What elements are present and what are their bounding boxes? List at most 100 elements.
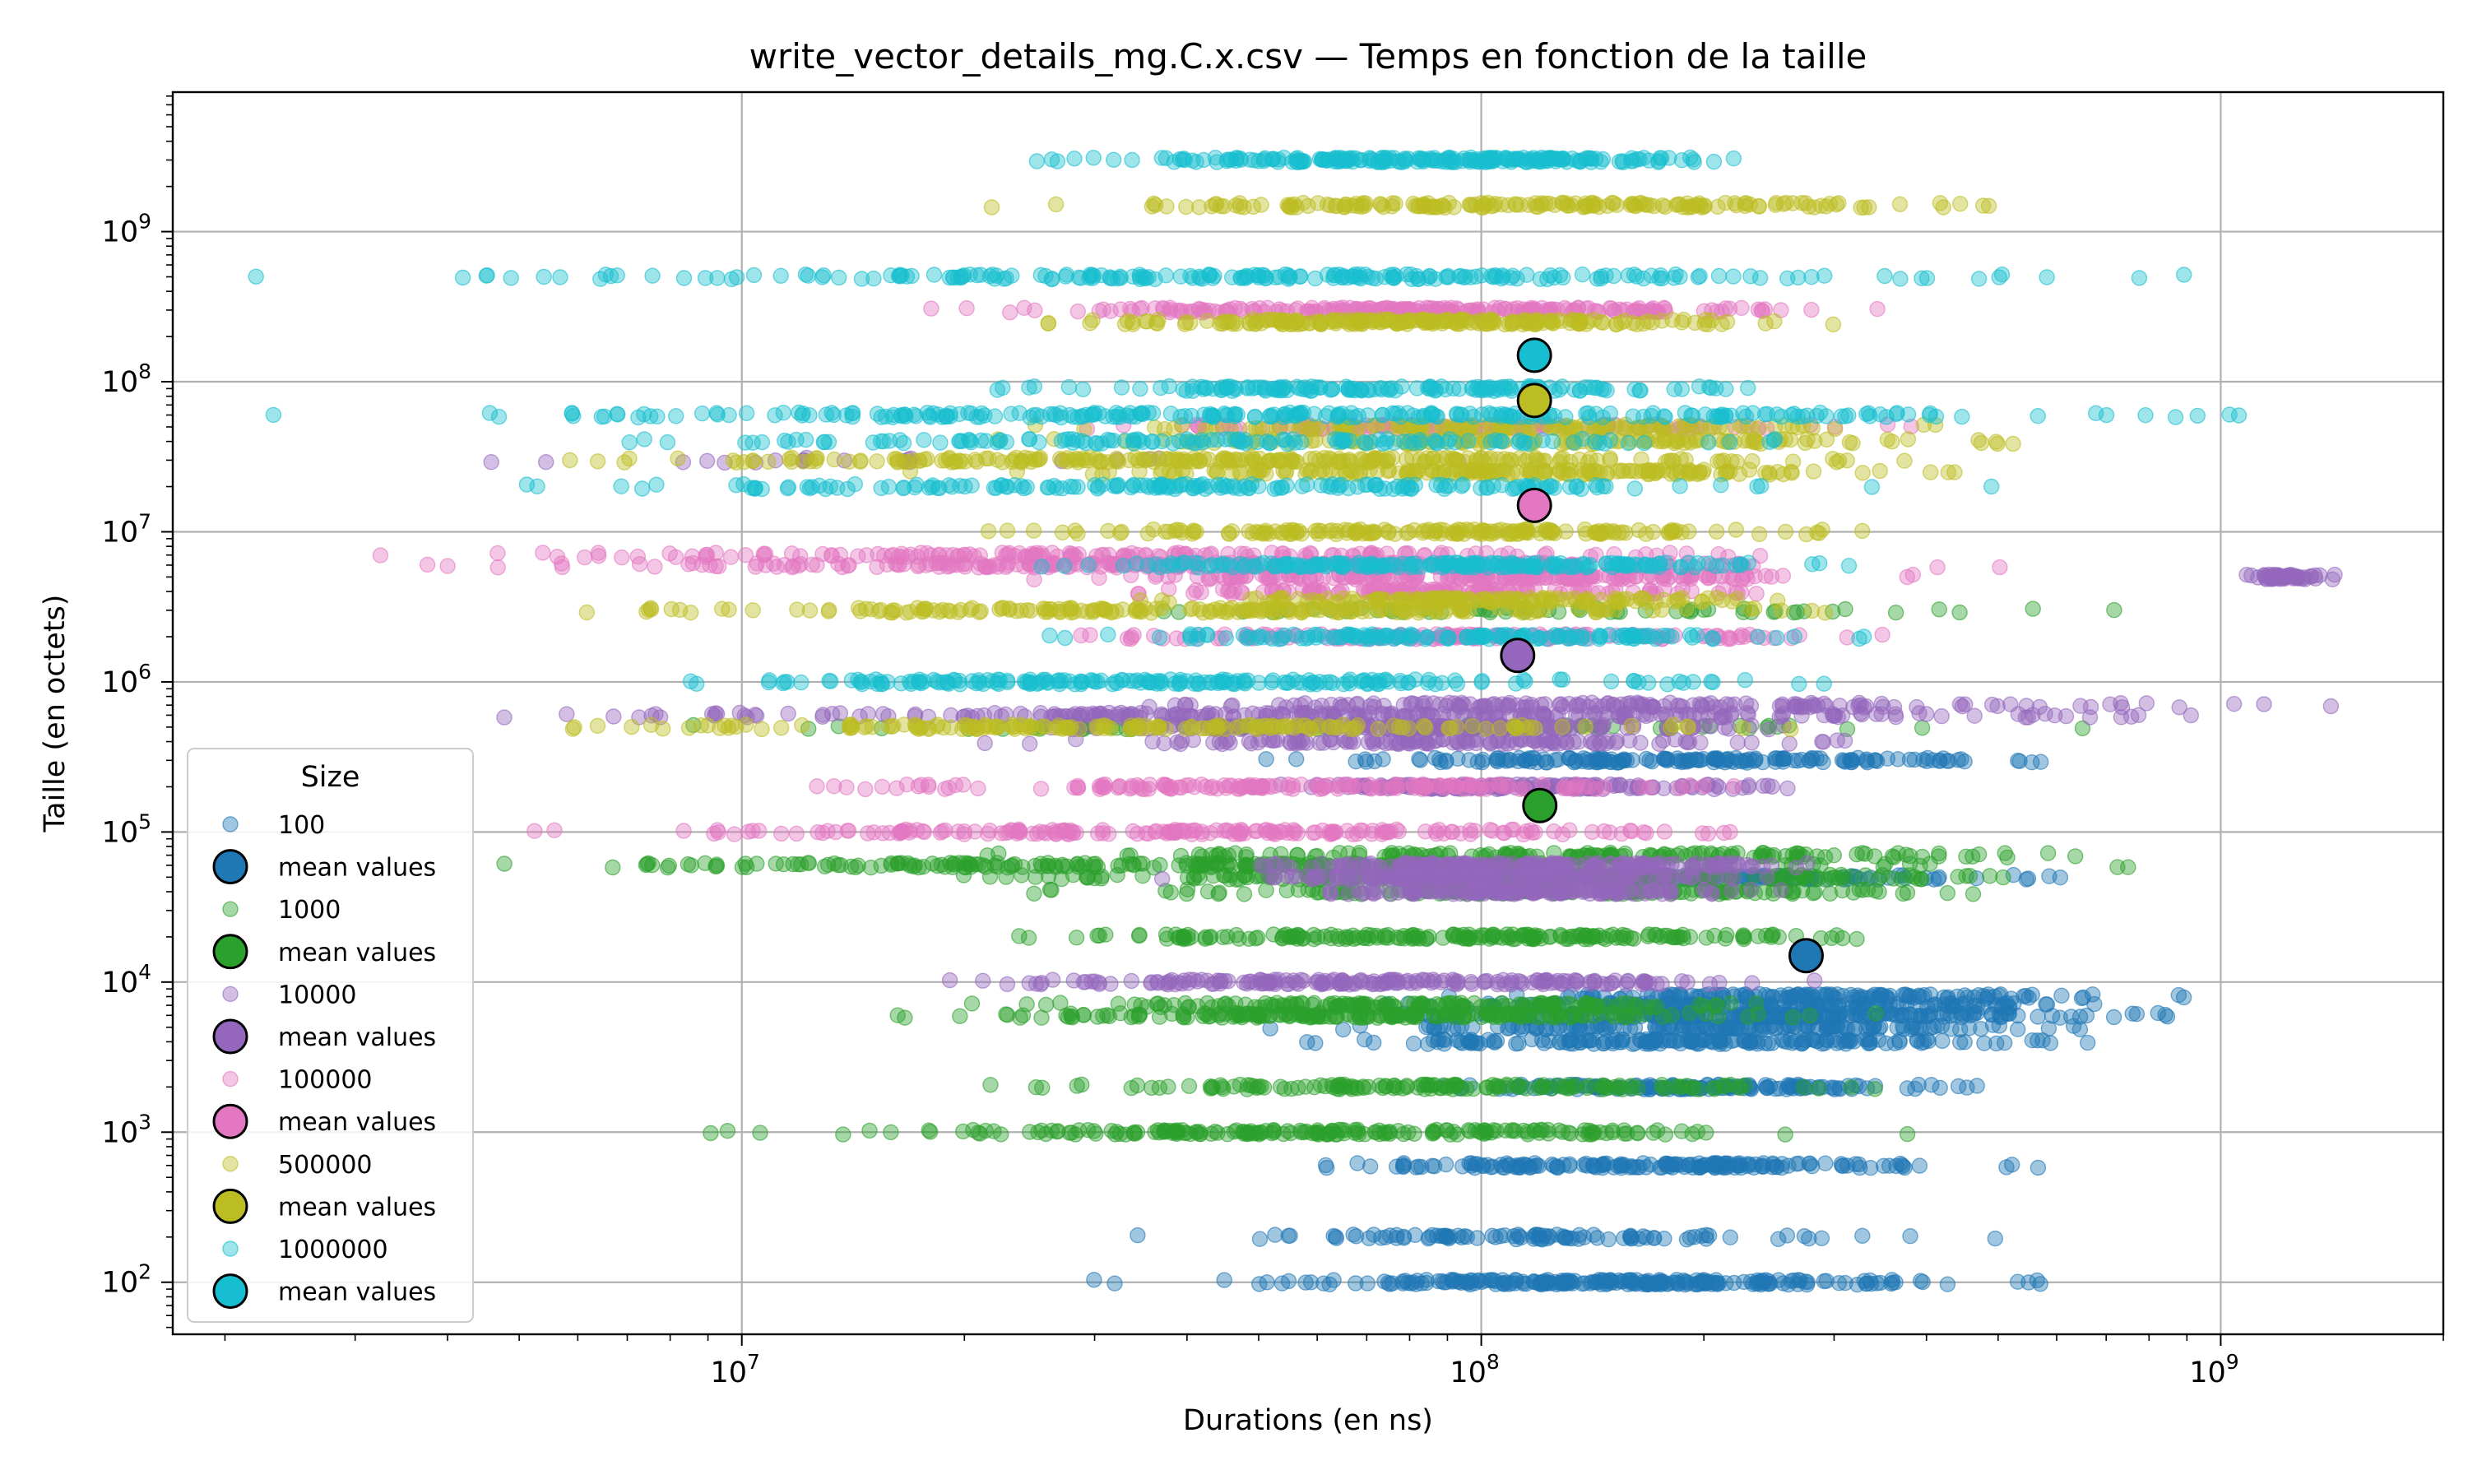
data-point [1539,755,1554,770]
data-point [1525,997,1540,1012]
data-point [1577,1276,1592,1291]
data-point [1023,736,1037,751]
data-point [1311,975,1326,990]
data-point [2000,850,2015,865]
data-point [1719,1276,1733,1291]
data-point [1658,1081,1673,1096]
data-point [1617,1123,1631,1138]
data-point [497,710,512,725]
data-point [1326,735,1341,750]
data-point [963,857,978,872]
data-point [1952,605,1967,620]
data-point [1685,1127,1700,1142]
data-point [1903,849,1918,864]
data-point [1144,1080,1159,1095]
data-point [1366,976,1381,991]
data-point [1473,999,1488,1014]
data-point [1807,973,1822,988]
data-point [1425,1078,1440,1092]
data-point [1645,1000,1660,1015]
data-point [1239,850,1254,865]
data-point [1776,751,1791,766]
data-point [1924,1078,1939,1092]
data-point [1625,753,1640,768]
data-point [1296,973,1311,988]
data-point [2054,988,2069,1003]
data-point [1311,930,1325,944]
data-point [1283,860,1297,874]
data-point [1668,930,1683,945]
data-point [1678,1274,1693,1289]
data-point [1558,1230,1573,1245]
data-point [1391,1124,1406,1139]
data-point [1463,1124,1478,1139]
data-point [1746,859,1761,874]
data-point [1289,752,1304,767]
data-point [1737,1078,1752,1092]
data-point [1867,849,1882,864]
data-point [1785,1010,1800,1025]
data-point [1882,1158,1897,1173]
data-point [2053,1010,2067,1025]
data-point [1744,735,1759,750]
data-point [1161,1079,1176,1094]
data-point [1165,972,1180,987]
data-point [1778,1127,1793,1142]
data-point [1867,1082,1882,1097]
data-point [1710,1157,1725,1171]
data-point [1817,1036,1832,1050]
data-point [1613,1158,1628,1173]
data-point [559,707,574,721]
data-point [1322,1277,1337,1292]
data-point [1068,1127,1083,1142]
data-point [1621,996,1635,1011]
data-point [1674,754,1689,768]
data-point [1816,1274,1831,1289]
data-point [1346,928,1361,943]
data-point [1060,1009,1075,1024]
data-point [2177,990,2192,1005]
data-point [1702,976,1717,991]
data-point [1514,975,1529,990]
data-point [1000,1008,1015,1023]
data-point [1672,1079,1687,1094]
data-point [1851,988,1866,1003]
data-point [1541,1126,1556,1141]
data-point [1687,860,1702,875]
data-point [1130,1078,1145,1093]
data-point [703,1126,718,1141]
data-point [1567,755,1582,770]
data-point [1396,1160,1411,1175]
data-point [1654,976,1669,991]
data-point [1407,1126,1422,1141]
data-point [1436,930,1450,945]
data-point [2025,601,2040,616]
data-point [1607,887,1622,902]
data-point [1966,887,1981,902]
data-point [1578,997,1593,1012]
data-point [680,857,695,872]
data-point [884,1125,898,1139]
data-point [1626,931,1641,946]
data-point [2018,989,2033,1004]
data-point [2158,1008,2173,1023]
data-point [1590,1231,1605,1245]
data-point [1502,930,1517,944]
data-point [1229,1123,1244,1138]
data-point [1218,850,1232,865]
data-point [1610,734,1625,749]
data-point [1088,1126,1103,1141]
data-point [2068,849,2083,864]
data-point [1590,755,1605,770]
data-point [1915,721,1930,735]
data-point [1439,1228,1454,1243]
data-point [1319,1157,1334,1172]
data-point [1087,1273,1102,1287]
data-point [1516,1276,1531,1291]
data-point [497,856,512,871]
data-point [1680,975,1695,990]
data-point [1818,1156,1833,1171]
data-point [1298,1275,1313,1290]
data-point [1664,1008,1679,1023]
data-point [1366,1036,1381,1050]
